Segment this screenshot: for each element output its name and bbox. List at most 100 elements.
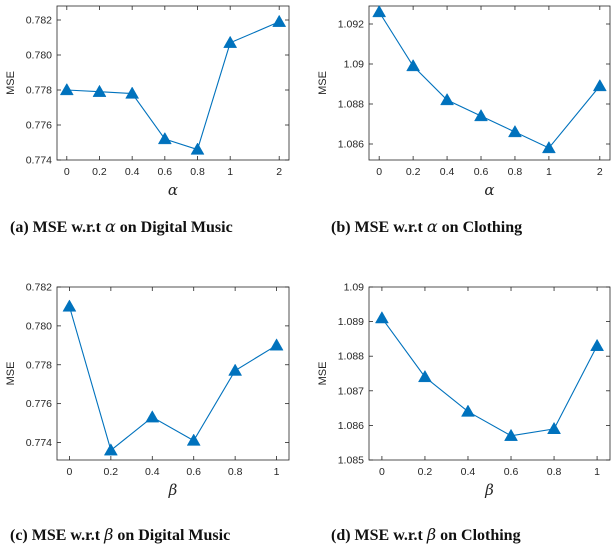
data-point — [406, 58, 421, 72]
x-tick-label: 0 — [64, 166, 70, 178]
series-line — [378, 11, 601, 149]
y-tick-label: 1.086 — [338, 139, 364, 151]
chart-panel-d: 1.085 1.086 1.087 1.088 1.089 1.09 0 0.2 0.4 0.6 0… — [317, 282, 611, 544]
panel-caption: (d) MSE w.r.t β on Clothing — [331, 525, 521, 544]
x-tick-label: 0.2 — [104, 466, 119, 478]
x-tick-label: 0.6 — [474, 166, 489, 178]
caption-suffix: on Digital Music — [113, 527, 230, 544]
x-tick-label: 0.2 — [406, 166, 421, 178]
y-tick-label: 0.778 — [26, 85, 52, 97]
data-point — [228, 363, 243, 376]
data-point — [440, 92, 455, 106]
caption-prefix: (d) MSE w.r.t — [331, 527, 427, 544]
series-line — [68, 306, 277, 452]
caption-symbol: β — [426, 525, 436, 544]
y-tick-label: 1.087 — [338, 385, 364, 397]
x-tick-label: 0.4 — [125, 166, 140, 178]
y-tick-label: 1.085 — [338, 455, 364, 467]
y-axis-label: MSE — [317, 362, 329, 386]
plot-frame — [56, 5, 290, 161]
data-point — [508, 124, 522, 138]
x-tick-label: 0.6 — [504, 466, 519, 478]
y-tick-label: 0.780 — [26, 320, 52, 332]
data-point — [59, 82, 74, 96]
x-tick-label: 0.2 — [418, 466, 433, 478]
x-tick-label: 0.6 — [186, 466, 201, 478]
data-point — [372, 4, 387, 18]
caption-suffix: on Digital Music — [116, 219, 233, 236]
data-point — [269, 338, 284, 351]
y-tick-label: 0.780 — [26, 50, 52, 62]
data-point — [504, 428, 518, 441]
x-tick-label: 0.8 — [228, 466, 243, 478]
y-tick-label: 1.09 — [344, 282, 365, 294]
y-tick-label: 1.088 — [338, 99, 364, 111]
data-point — [157, 131, 172, 145]
y-tick-label: 0.774 — [26, 155, 52, 167]
chart-panel-a: 0.774 0.776 0.778 0.780 0.782 0 0.2 0.4 0.6 0.8 1 2… — [5, 5, 290, 236]
x-tick-label: 2 — [597, 166, 603, 178]
y-tick-label: 0.778 — [26, 359, 52, 371]
data-point — [223, 35, 238, 48]
panel-caption: (b) MSE w.r.t α on Clothing — [331, 217, 522, 236]
x-tick-label: 0.8 — [508, 166, 523, 178]
data-point — [592, 78, 607, 92]
x-tick-label: 1 — [594, 466, 600, 478]
y-tick-label: 0.774 — [26, 437, 52, 449]
series-line — [66, 21, 280, 151]
x-tick-label: 0 — [376, 166, 382, 178]
y-tick-label: 1.086 — [338, 420, 364, 432]
caption-prefix: (b) MSE w.r.t — [331, 219, 427, 236]
x-tick-label: 1 — [227, 166, 233, 178]
x-tick-label: 1 — [274, 466, 280, 478]
y-tick-label: 0.776 — [26, 398, 52, 410]
y-axis-label: MSE — [5, 362, 17, 386]
y-axis-label: MSE — [5, 71, 17, 95]
x-axis-label: α — [168, 181, 178, 199]
caption-prefix: (a) MSE w.r.t — [10, 219, 105, 236]
data-point — [145, 410, 160, 423]
caption-prefix: (c) MSE w.r.t — [10, 527, 104, 544]
data-point — [461, 404, 475, 417]
x-axis-label: β — [168, 481, 178, 499]
data-point — [541, 140, 556, 154]
x-tick-label: 0.4 — [461, 466, 476, 478]
data-point — [272, 14, 287, 27]
y-tick-label: 0.782 — [26, 282, 52, 294]
data-point — [590, 338, 605, 351]
y-tick-label: 1.092 — [338, 19, 364, 31]
x-axis-label: β — [484, 481, 494, 499]
data-point — [190, 142, 205, 155]
plot-frame — [56, 286, 290, 461]
data-point — [474, 108, 488, 122]
y-tick-label: 0.776 — [26, 120, 52, 132]
x-tick-label: 0.4 — [145, 466, 160, 478]
x-tick-label: 0.4 — [440, 166, 455, 178]
x-tick-label: 1 — [546, 166, 552, 178]
y-tick-label: 1.088 — [338, 351, 364, 363]
data-point — [374, 311, 389, 324]
x-tick-label: 2 — [276, 166, 282, 178]
data-point — [125, 86, 140, 99]
chart-panel-c: 0.774 0.776 0.778 0.780 0.782 0 0.2 0.4 0.6 0.8 1 M… — [5, 282, 290, 544]
panel-caption: (a) MSE w.r.t α on Digital Music — [10, 217, 233, 236]
data-point — [418, 369, 432, 383]
panel-caption: (c) MSE w.r.t β on Digital Music — [10, 525, 230, 544]
caption-symbol: α — [427, 217, 438, 236]
caption-suffix: on Clothing — [438, 219, 522, 236]
y-tick-label: 0.782 — [26, 15, 52, 27]
x-axis-label: α — [484, 181, 494, 199]
y-tick-label: 1.09 — [344, 59, 365, 71]
x-tick-label: 0.2 — [92, 166, 107, 178]
x-tick-label: 0 — [67, 466, 73, 478]
plot-frame — [368, 5, 611, 161]
data-point — [62, 299, 77, 312]
caption-suffix: on Clothing — [436, 527, 520, 544]
caption-symbol: β — [103, 525, 113, 544]
data-point — [92, 84, 107, 97]
x-tick-label: 0.6 — [158, 166, 173, 178]
x-tick-label: 0 — [379, 466, 385, 478]
x-tick-label: 0.8 — [190, 166, 205, 178]
